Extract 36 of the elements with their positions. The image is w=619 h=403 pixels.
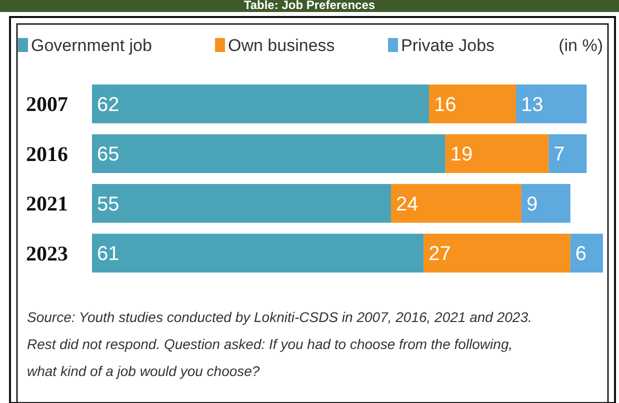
text: what kind of a job would you choose? bbox=[27, 363, 260, 379]
bar bbox=[445, 134, 549, 174]
text: (in %) bbox=[558, 36, 603, 55]
data-label: 62 bbox=[97, 94, 120, 116]
text: Rest did not respond. Question asked: If you had to choose from the following, bbox=[27, 336, 513, 352]
data-label: 55 bbox=[97, 193, 120, 216]
bar bbox=[521, 184, 570, 223]
chart-title: Table: Job Preferences bbox=[244, 0, 376, 12]
bar bbox=[424, 234, 570, 273]
bar bbox=[92, 84, 430, 124]
data-label: 24 bbox=[396, 193, 418, 216]
bar bbox=[548, 134, 587, 174]
legend-label: Government job bbox=[31, 36, 152, 55]
data-label: 27 bbox=[428, 243, 451, 266]
data-label: 6 bbox=[575, 243, 587, 266]
data-label: 19 bbox=[450, 144, 473, 166]
data-label: 16 bbox=[434, 94, 456, 116]
data-label: 9 bbox=[526, 193, 538, 216]
y-tick-label: 2016 bbox=[26, 142, 68, 166]
y-tick-label: 2007 bbox=[26, 92, 68, 116]
bar bbox=[570, 234, 603, 273]
bar bbox=[92, 184, 391, 223]
y-tick-label: 2023 bbox=[26, 241, 68, 266]
y-tick-label: 2021 bbox=[26, 192, 68, 216]
bar bbox=[429, 84, 516, 124]
legend-label: Private Jobs bbox=[401, 36, 495, 55]
bar bbox=[390, 184, 522, 223]
legend-label: Own business bbox=[228, 36, 335, 55]
data-label: 61 bbox=[97, 243, 120, 266]
data-label: 7 bbox=[554, 144, 565, 166]
source-note: Source: Youth studies conducted by Lokniti-CSDS in 2007, 2016, 2021 and 2023. bbox=[27, 309, 532, 325]
data-label: 65 bbox=[97, 144, 120, 166]
bar bbox=[92, 234, 424, 273]
data-label: 13 bbox=[521, 94, 544, 116]
bar bbox=[516, 84, 587, 124]
bar bbox=[92, 134, 446, 174]
